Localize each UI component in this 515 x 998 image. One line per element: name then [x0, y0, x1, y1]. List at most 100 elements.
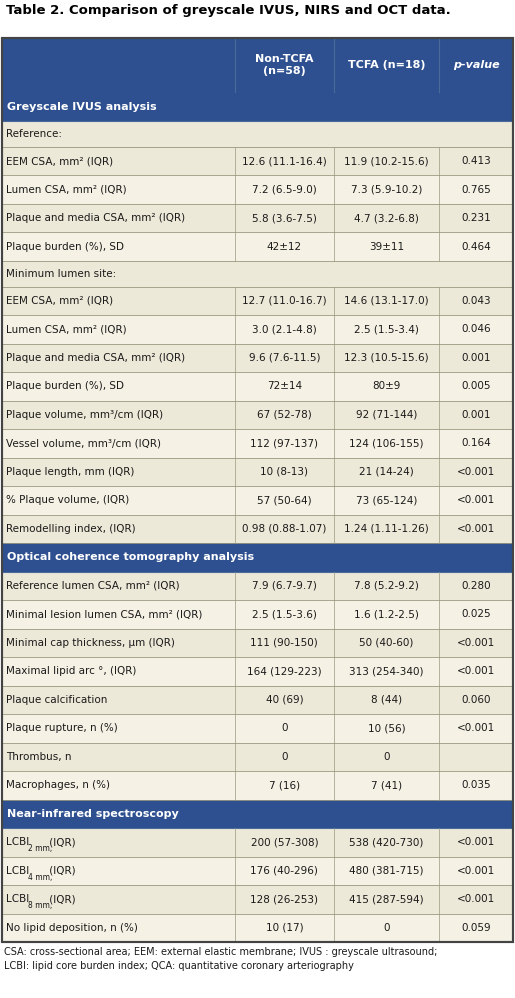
Text: <0.001: <0.001: [457, 524, 495, 534]
Text: Minimum lumen site:: Minimum lumen site:: [6, 268, 116, 278]
Text: 1.6 (1.2-2.5): 1.6 (1.2-2.5): [354, 610, 419, 620]
Text: 0.001: 0.001: [461, 353, 491, 363]
Text: 7.3 (5.9-10.2): 7.3 (5.9-10.2): [351, 185, 422, 195]
Bar: [2, 315, 513, 343]
Bar: [2, 828, 513, 856]
Text: 538 (420-730): 538 (420-730): [349, 837, 424, 847]
Text: 12.6 (11.1-16.4): 12.6 (11.1-16.4): [242, 156, 327, 166]
Text: <0.001: <0.001: [457, 638, 495, 648]
Bar: [2, 121, 513, 147]
Text: <0.001: <0.001: [457, 495, 495, 505]
Text: 7 (16): 7 (16): [269, 780, 300, 790]
Text: 0.231: 0.231: [461, 213, 491, 223]
Bar: [2, 515, 513, 543]
Bar: [2, 572, 513, 600]
Text: Optical coherence tomography analysis: Optical coherence tomography analysis: [7, 552, 254, 562]
Text: 73 (65-124): 73 (65-124): [356, 495, 417, 505]
Text: 313 (254-340): 313 (254-340): [349, 667, 424, 677]
Text: 39±11: 39±11: [369, 242, 404, 251]
Text: <0.001: <0.001: [457, 667, 495, 677]
Text: 176 (40-296): 176 (40-296): [250, 866, 318, 876]
Bar: [2, 629, 513, 657]
Text: 128 (26-253): 128 (26-253): [250, 894, 318, 904]
Text: 112 (97-137): 112 (97-137): [250, 438, 318, 448]
Text: Plaque burden (%), SD: Plaque burden (%), SD: [6, 381, 124, 391]
Text: 0.005: 0.005: [461, 381, 491, 391]
Text: Maximal lipid arc °, (IQR): Maximal lipid arc °, (IQR): [6, 667, 136, 677]
Text: Plaque and media CSA, mm² (IQR): Plaque and media CSA, mm² (IQR): [6, 213, 185, 223]
Text: 0.765: 0.765: [461, 185, 491, 195]
Text: Plaque calcification: Plaque calcification: [6, 695, 107, 705]
Bar: [2, 343, 513, 372]
Text: 0.164: 0.164: [461, 438, 491, 448]
Bar: [2, 176, 513, 204]
Text: 4 mm,: 4 mm,: [28, 872, 53, 881]
Text: Minimal cap thickness, μm (IQR): Minimal cap thickness, μm (IQR): [6, 638, 175, 648]
Text: Plaque burden (%), SD: Plaque burden (%), SD: [6, 242, 124, 251]
Text: 3.0 (2.1-4.8): 3.0 (2.1-4.8): [252, 324, 317, 334]
Text: 2 mm,: 2 mm,: [28, 844, 52, 853]
Bar: [2, 543, 513, 572]
Bar: [2, 771, 513, 799]
Text: 0.280: 0.280: [461, 581, 491, 591]
Text: Reference:: Reference:: [6, 129, 62, 139]
Text: Lumen CSA, mm² (IQR): Lumen CSA, mm² (IQR): [6, 324, 127, 334]
Text: 9.6 (7.6-11.5): 9.6 (7.6-11.5): [249, 353, 320, 363]
Text: 480 (381-715): 480 (381-715): [349, 866, 424, 876]
Text: 40 (69): 40 (69): [266, 695, 303, 705]
Text: 50 (40-60): 50 (40-60): [359, 638, 414, 648]
Bar: [2, 286, 513, 315]
Text: 0.413: 0.413: [461, 156, 491, 166]
Bar: [2, 799, 513, 828]
Text: 21 (14-24): 21 (14-24): [359, 467, 414, 477]
Text: 200 (57-308): 200 (57-308): [250, 837, 318, 847]
Text: Near-infrared spectroscopy: Near-infrared spectroscopy: [7, 808, 179, 818]
Text: 8 mm,: 8 mm,: [28, 901, 52, 910]
Bar: [2, 233, 513, 260]
Text: 10 (8-13): 10 (8-13): [260, 467, 308, 477]
Bar: [2, 147, 513, 176]
Text: 164 (129-223): 164 (129-223): [247, 667, 322, 677]
Bar: [2, 429, 513, 458]
Text: 0.043: 0.043: [461, 296, 491, 306]
Text: 10 (56): 10 (56): [368, 724, 405, 734]
Text: 57 (50-64): 57 (50-64): [257, 495, 312, 505]
Text: 67 (52-78): 67 (52-78): [257, 410, 312, 420]
Text: 80±9: 80±9: [372, 381, 401, 391]
Text: <0.001: <0.001: [457, 866, 495, 876]
Text: No lipid deposition, n (%): No lipid deposition, n (%): [6, 923, 138, 933]
Text: Non-TCFA
(n=58): Non-TCFA (n=58): [255, 54, 314, 77]
Text: Vessel volume, mm³/cm (IQR): Vessel volume, mm³/cm (IQR): [6, 438, 161, 448]
Text: Minimal lesion lumen CSA, mm² (IQR): Minimal lesion lumen CSA, mm² (IQR): [6, 610, 202, 620]
Bar: [2, 38, 513, 93]
Text: 111 (90-150): 111 (90-150): [250, 638, 318, 648]
Text: Plaque length, mm (IQR): Plaque length, mm (IQR): [6, 467, 134, 477]
Text: Macrophages, n (%): Macrophages, n (%): [6, 780, 110, 790]
Text: CSA: cross-sectional area; EEM: external elastic membrane; IVUS : greyscale ultr: CSA: cross-sectional area; EEM: external…: [4, 947, 437, 971]
Text: <0.001: <0.001: [457, 467, 495, 477]
Bar: [2, 260, 513, 286]
Bar: [2, 204, 513, 233]
Text: 7.9 (6.7-9.7): 7.9 (6.7-9.7): [252, 581, 317, 591]
Text: 92 (71-144): 92 (71-144): [356, 410, 417, 420]
Text: 14.6 (13.1-17.0): 14.6 (13.1-17.0): [344, 296, 429, 306]
Text: LCBI: LCBI: [6, 837, 29, 847]
Text: <0.001: <0.001: [457, 894, 495, 904]
Text: TCFA (n=18): TCFA (n=18): [348, 60, 425, 70]
Bar: [2, 600, 513, 629]
Text: 7.8 (5.2-9.2): 7.8 (5.2-9.2): [354, 581, 419, 591]
Text: 0.025: 0.025: [461, 610, 491, 620]
Text: 2.5 (1.5-3.4): 2.5 (1.5-3.4): [354, 324, 419, 334]
Text: 0.464: 0.464: [461, 242, 491, 251]
Text: Plaque volume, mm³/cm (IQR): Plaque volume, mm³/cm (IQR): [6, 410, 163, 420]
Text: 5.8 (3.6-7.5): 5.8 (3.6-7.5): [252, 213, 317, 223]
Text: 8 (44): 8 (44): [371, 695, 402, 705]
Text: Greyscale IVUS analysis: Greyscale IVUS analysis: [7, 102, 157, 112]
Bar: [2, 458, 513, 486]
Text: Table 2. Comparison of greyscale IVUS, NIRS and OCT data.: Table 2. Comparison of greyscale IVUS, N…: [6, 4, 451, 17]
Text: p-value: p-value: [453, 60, 499, 70]
Text: 42±12: 42±12: [267, 242, 302, 251]
Bar: [2, 93, 513, 121]
Text: LCBI: LCBI: [6, 866, 29, 876]
Text: (IQR): (IQR): [46, 837, 76, 847]
